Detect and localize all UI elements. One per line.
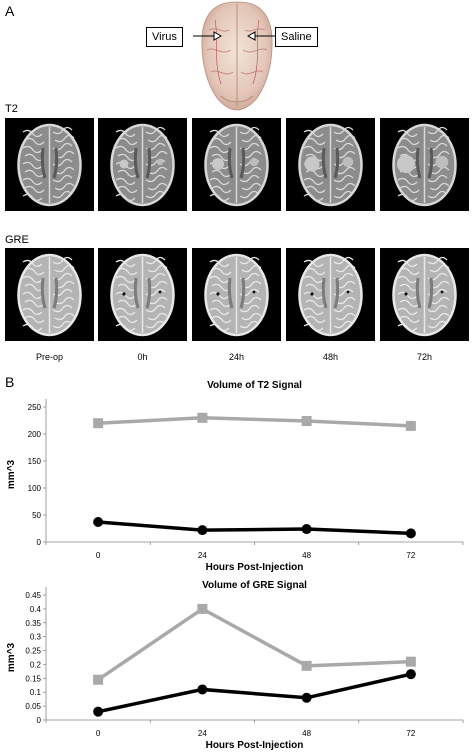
series-0-point	[93, 674, 104, 685]
y-tick-label: 0	[37, 538, 42, 547]
y-tick-label: 0.4	[30, 605, 42, 614]
gre-image-2	[192, 248, 281, 341]
y-tick-label: 100	[28, 484, 42, 493]
y-tick-label: 250	[28, 403, 42, 412]
series-1-point	[197, 684, 208, 695]
y-tick-label: 150	[28, 457, 42, 466]
chart-title: Volume of T2 Signal	[207, 380, 302, 391]
x-tick-label: 72	[406, 551, 415, 560]
y-tick-label: 0.1	[30, 688, 42, 697]
x-axis-label: Hours Post-Injection	[206, 740, 304, 751]
x-tick-label: 48	[302, 729, 311, 738]
virus-label: Virus	[146, 27, 183, 47]
series-0-point	[405, 420, 416, 431]
x-tick-label: 72	[406, 729, 415, 738]
series-1-point	[93, 517, 104, 528]
y-tick-label: 0.45	[25, 591, 41, 600]
t2-image-4	[380, 118, 469, 211]
series-1-line	[97, 672, 412, 714]
y-tick-label: 200	[28, 430, 42, 439]
t2-image-3	[286, 118, 375, 211]
y-tick-label: 0.3	[30, 633, 42, 642]
series-0-point	[301, 660, 312, 671]
series-0-point	[93, 418, 104, 429]
x-tick-label: 0	[96, 551, 101, 560]
chart-title: Volume of GRE Signal	[202, 580, 307, 591]
t2-image-row	[5, 118, 469, 211]
timepoint-label-3: 48h	[322, 352, 339, 362]
y-tick-label: 0.05	[25, 702, 41, 711]
series-0-point	[301, 416, 312, 427]
brain-photo	[195, 0, 279, 112]
gre-image-row	[5, 248, 469, 341]
y-tick-label: 0.25	[25, 647, 41, 656]
series-1-point	[93, 706, 104, 717]
timepoint-label-1: 0h	[137, 352, 148, 362]
gre-image-3	[286, 248, 375, 341]
panel-b-letter: B	[5, 374, 15, 390]
y-tick-label: 0	[37, 716, 42, 725]
t2-image-1	[98, 118, 187, 211]
gre-image-4	[380, 248, 469, 341]
y-tick-label: 0.35	[25, 619, 41, 628]
series-1-point	[405, 669, 416, 680]
panel-a-letter: A	[5, 3, 15, 19]
x-tick-label: 48	[302, 551, 311, 560]
series-1-point	[301, 524, 312, 535]
gre-image-1	[98, 248, 187, 341]
x-tick-label: 24	[198, 551, 207, 560]
series-1-point	[301, 692, 312, 703]
callout-arrows	[193, 31, 275, 41]
row-label-gre: GRE	[5, 234, 29, 246]
timepoint-label-2: 24h	[228, 352, 245, 362]
series-1-point	[405, 528, 416, 539]
series-1-point	[197, 525, 208, 536]
series-1-line	[97, 520, 411, 536]
y-tick-label: 0.15	[25, 674, 41, 683]
series-0-point	[197, 412, 208, 423]
saline-label: Saline	[275, 27, 318, 47]
y-axis-label: mm^3	[6, 459, 17, 489]
y-tick-label: 0.2	[30, 660, 42, 669]
series-0-line	[98, 416, 411, 428]
t2-volume-chart: Volume of T2 Signal 0 50 100 150 200 250 0 24 48 7…	[0, 372, 474, 572]
y-tick-label: 50	[32, 511, 41, 520]
gre-volume-chart: Volume of GRE Signal 0 0.05 0.1 0.15 0.2 0.25 0…	[0, 572, 474, 755]
y-axis-label: mm^3	[6, 642, 17, 672]
series-0-point	[405, 656, 416, 667]
series-0-line	[97, 606, 411, 682]
t2-image-2	[192, 118, 281, 211]
x-axis-label: Hours Post-Injection	[206, 562, 304, 572]
timepoint-label-0: Pre-op	[35, 352, 63, 362]
gre-image-0	[5, 248, 94, 341]
x-tick-label: 0	[96, 729, 101, 738]
series-0-point	[197, 603, 208, 614]
t2-image-0	[5, 118, 94, 211]
row-label-t2: T2	[5, 103, 18, 115]
x-tick-label: 24	[198, 729, 207, 738]
timepoint-label-4: 72h	[416, 352, 433, 362]
